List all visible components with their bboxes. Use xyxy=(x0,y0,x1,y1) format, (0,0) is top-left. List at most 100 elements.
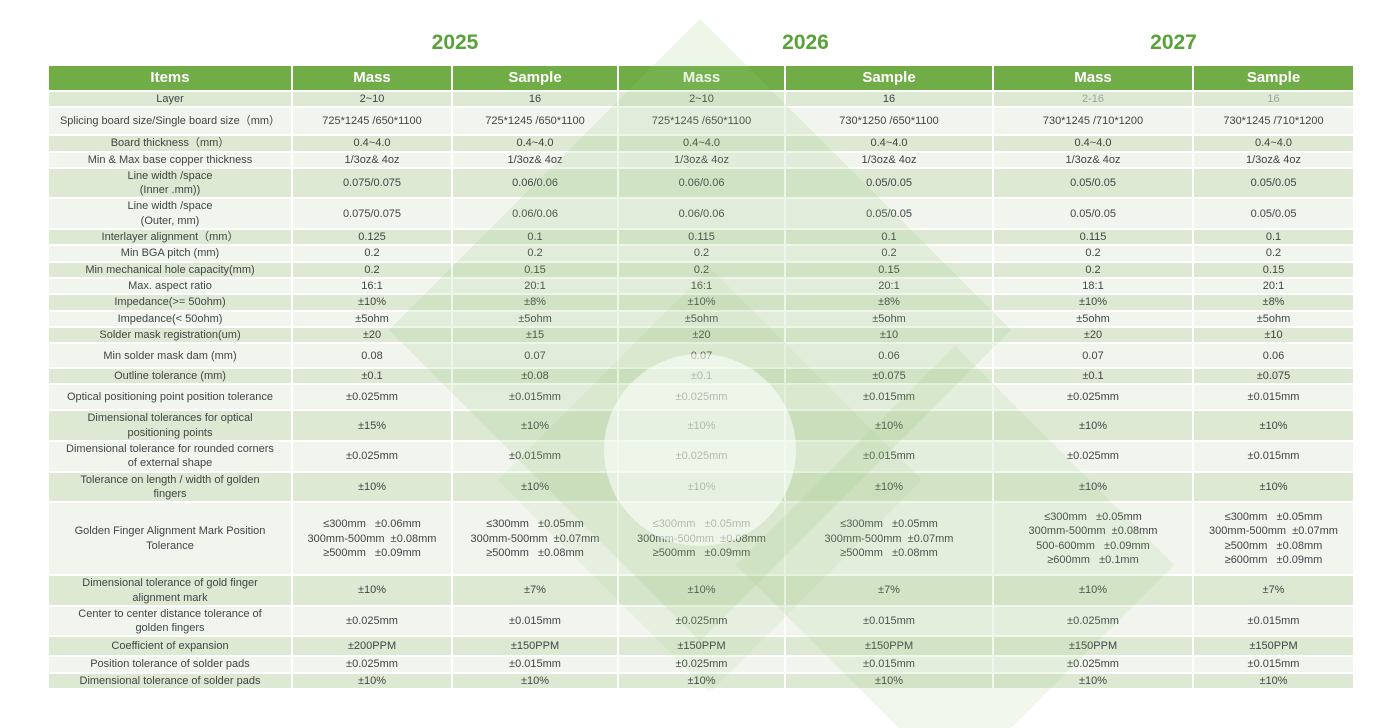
col-header-2027-mass: Mass xyxy=(992,64,1194,92)
value-cell: 2-16 xyxy=(992,89,1194,109)
value-cell: 0.06/0.06 xyxy=(617,197,786,231)
value-cell: 0.06 xyxy=(1192,342,1355,370)
pcb-capability-table: 2025 2026 2027 Items Mass Sample Mass Sa… xyxy=(47,26,1355,691)
row-label: Solder mask registration(um) xyxy=(47,325,293,345)
value-cell: ±10% xyxy=(784,409,994,443)
value-cell: ±10% xyxy=(992,671,1194,691)
table-row: Layer 2~10 16 2~10 16 2-16 16 xyxy=(47,89,1355,109)
value-cell: 20:1 xyxy=(1192,276,1355,296)
value-cell: ±7% xyxy=(451,574,619,607)
table-row: Solder mask registration(um) ±20 ±15 ±20 ±10… xyxy=(47,325,1355,345)
value-cell: 16 xyxy=(451,89,619,109)
row-label: Min BGA pitch (mm) xyxy=(47,244,293,263)
row-label: Position tolerance of solder pads xyxy=(47,655,293,674)
value-cell: 0.1 xyxy=(784,228,994,247)
value-cell: 1/3oz& 4oz xyxy=(451,150,619,169)
value-cell: ±0.025mm xyxy=(617,440,786,473)
items-header: Items xyxy=(47,64,293,92)
value-cell: 0.07 xyxy=(992,342,1194,370)
value-cell: ±0.075 xyxy=(1192,367,1355,386)
value-cell: ±150PPM xyxy=(617,635,786,658)
value-cell: ±0.025mm xyxy=(617,383,786,412)
row-label: Center to center distance tolerance of go… xyxy=(47,604,293,638)
value-cell: 730*1250 /650*1100 xyxy=(784,106,994,137)
value-cell: ±10% xyxy=(291,470,453,504)
table-row: Outline tolerance (mm) ±0.1 ±0.08 ±0.1 ±0.07… xyxy=(47,367,1355,386)
table-row: Interlayer alignment（mm） 0.125 0.1 0.115 0.1… xyxy=(47,228,1355,247)
value-cell: ±150PPM xyxy=(1192,635,1355,658)
row-label: Line width /space (Inner .mm)) xyxy=(47,166,293,200)
table-row: Coefficient of expansion ±200PPM ±150PPM ±1… xyxy=(47,635,1355,658)
value-cell: ±0.015mm xyxy=(784,655,994,674)
row-label: Max. aspect ratio xyxy=(47,276,293,296)
value-cell: ±8% xyxy=(784,293,994,312)
value-cell: ±5ohm xyxy=(784,309,994,328)
col-header-2025-sample: Sample xyxy=(451,64,619,92)
value-cell: ±200PPM xyxy=(291,635,453,658)
value-cell: ±0.1 xyxy=(291,367,453,386)
value-cell: ±10% xyxy=(1192,409,1355,443)
value-cell: ≤300mm ±0.05mm 300mm-500mm ±0.08mm ≥500mm … xyxy=(617,501,786,577)
value-cell: 0.15 xyxy=(1192,260,1355,279)
value-cell: 725*1245 /650*1100 xyxy=(617,106,786,137)
value-cell: 0.115 xyxy=(992,228,1194,247)
value-cell: ±0.025mm xyxy=(291,604,453,638)
col-header-2026-mass: Mass xyxy=(617,64,786,92)
value-cell: 0.06 xyxy=(784,342,994,370)
year-spacer xyxy=(48,26,292,65)
value-cell: ±0.015mm xyxy=(784,383,994,412)
value-cell: ±15 xyxy=(451,325,619,345)
value-cell: ±0.025mm xyxy=(617,655,786,674)
value-cell: ±5ohm xyxy=(291,309,453,328)
value-cell: ±10% xyxy=(451,409,619,443)
value-cell: 0.05/0.05 xyxy=(1192,166,1355,200)
column-header-row: Items Mass Sample Mass Sample Mass Sampl… xyxy=(47,64,1355,92)
table-row: Golden Finger Alignment Mark Position Tol… xyxy=(47,501,1355,577)
value-cell: 0.06/0.06 xyxy=(451,197,619,231)
row-label: Dimensional tolerance for rounded corner… xyxy=(47,440,293,473)
value-cell: ≤300mm ±0.05mm 300mm-500mm ±0.07mm ≥500mm … xyxy=(1192,501,1355,577)
row-label: Tolerance on length / width of golden fin… xyxy=(47,470,293,504)
value-cell: ±10% xyxy=(291,574,453,607)
value-cell: ±0.015mm xyxy=(784,604,994,638)
table-row: Min mechanical hole capacity(mm) 0.2 0.15 0… xyxy=(47,260,1355,279)
value-cell: ±10 xyxy=(1192,325,1355,345)
value-cell: ±10% xyxy=(992,470,1194,504)
value-cell: ±10 xyxy=(784,325,994,345)
row-label: Splicing board size/Single board size（mm… xyxy=(47,106,293,137)
value-cell: ±5ohm xyxy=(992,309,1194,328)
value-cell: 0.075/0.075 xyxy=(291,197,453,231)
value-cell: ±0.015mm xyxy=(451,604,619,638)
value-cell: ±10% xyxy=(617,470,786,504)
value-cell: ±10% xyxy=(451,671,619,691)
value-cell: ±10% xyxy=(617,293,786,312)
value-cell: ±0.015mm xyxy=(451,440,619,473)
value-cell: ±5ohm xyxy=(1192,309,1355,328)
value-cell: 0.07 xyxy=(451,342,619,370)
value-cell: 18:1 xyxy=(992,276,1194,296)
table-row: Min BGA pitch (mm) 0.2 0.2 0.2 0.2 0.2 0.2 xyxy=(47,244,1355,263)
value-cell: 0.05/0.05 xyxy=(1192,197,1355,231)
value-cell: ±10% xyxy=(992,574,1194,607)
row-label: Min solder mask dam (mm) xyxy=(47,342,293,370)
table-row: Dimensional tolerances for optical positi… xyxy=(47,409,1355,443)
value-cell: ±10% xyxy=(784,470,994,504)
value-cell: ±0.1 xyxy=(617,367,786,386)
value-cell: 725*1245 /650*1100 xyxy=(291,106,453,137)
row-label: Layer xyxy=(47,89,293,109)
col-header-2026-sample: Sample xyxy=(784,64,994,92)
value-cell: ±10% xyxy=(291,293,453,312)
value-cell: 2~10 xyxy=(291,89,453,109)
table-row: Board thickness（mm） 0.4~4.0 0.4~4.0 0.4~4.0… xyxy=(47,134,1355,153)
row-label: Dimensional tolerance of solder pads xyxy=(47,671,293,691)
value-cell: ±0.015mm xyxy=(784,440,994,473)
row-label: Line width /space (Outer, mm) xyxy=(47,197,293,231)
table-row: Max. aspect ratio 16:1 20:1 16:1 20:1 18:1 20:… xyxy=(47,276,1355,296)
value-cell: 0.2 xyxy=(992,244,1194,263)
table-row: Position tolerance of solder pads ±0.025m… xyxy=(47,655,1355,674)
value-cell: ±10% xyxy=(617,574,786,607)
value-cell: 1/3oz& 4oz xyxy=(784,150,994,169)
table-row: Line width /space (Inner .mm)) 0.075/0.075… xyxy=(47,166,1355,200)
year-2026: 2026 xyxy=(782,31,829,55)
table-row: Dimensional tolerance of gold finger alig… xyxy=(47,574,1355,607)
